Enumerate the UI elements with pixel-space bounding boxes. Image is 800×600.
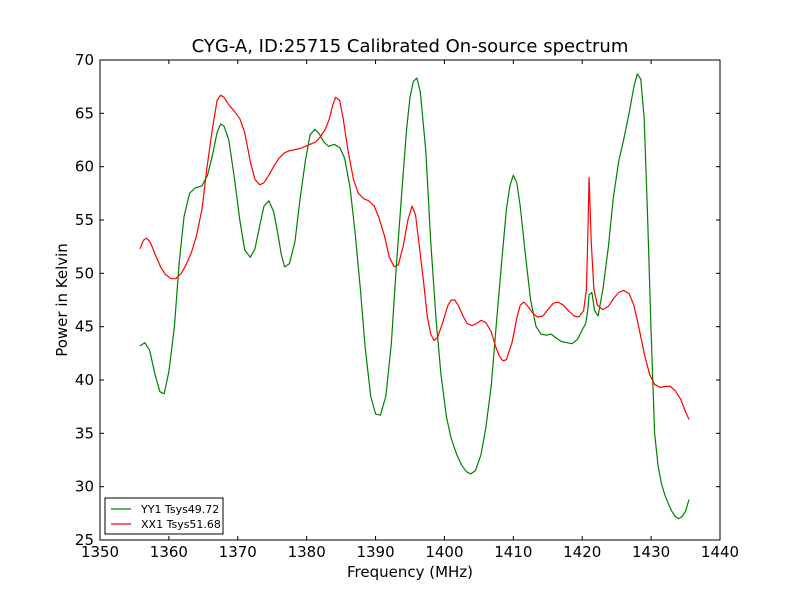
ticks-layer: 1350 1360 1370 1380 1390 1400 1410 1420 1430 1440… — [75, 51, 739, 561]
y-tick-label: 30 — [75, 478, 94, 496]
x-tick-label: 1390 — [356, 543, 394, 561]
y-tick-label: 55 — [75, 211, 94, 229]
x-tick-label: 1430 — [632, 543, 670, 561]
x-tick-label: 1380 — [288, 543, 326, 561]
y-tick-label: 40 — [75, 371, 94, 389]
plot-area — [100, 60, 720, 540]
x-tick-label: 1370 — [219, 543, 257, 561]
y-tick-label: 60 — [75, 158, 94, 176]
x-tick-label: 1440 — [701, 543, 739, 561]
x-tick-label: 1350 — [81, 543, 119, 561]
series-line-1 — [139, 73, 690, 520]
x-tick-label: 1420 — [563, 543, 601, 561]
x-tick-label: 1410 — [494, 543, 532, 561]
x-tick-label: 1400 — [425, 543, 463, 561]
plot-frame — [99, 59, 721, 541]
y-tick-label: 50 — [75, 264, 94, 282]
series-line-2 — [139, 94, 690, 420]
legend-entry-label: YY1 Tsys49.72 — [140, 503, 219, 516]
legend-entry-label: XX1 Tsys51.68 — [141, 518, 221, 531]
y-tick-label: 70 — [75, 51, 94, 69]
chart-title: CYG-A, ID:25715 Calibrated On-source spe… — [192, 36, 629, 57]
series-layer — [139, 73, 690, 520]
y-tick-label: 25 — [75, 531, 94, 549]
y-tick-label: 45 — [75, 318, 94, 336]
legend: YY1 Tsys49.72 XX1 Tsys51.68 — [104, 497, 224, 535]
legend-box — [104, 497, 224, 535]
y-tick-label: 35 — [75, 424, 94, 442]
x-axis-label: Frequency (MHz) — [347, 563, 473, 581]
x-tick-label: 1360 — [150, 543, 188, 561]
y-axis-label: Power in Kelvin — [53, 243, 71, 357]
y-tick-label: 65 — [75, 104, 94, 122]
